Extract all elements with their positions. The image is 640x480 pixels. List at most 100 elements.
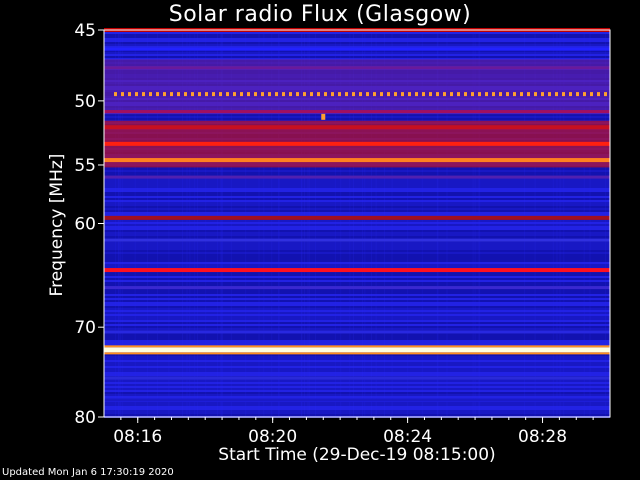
band-dot bbox=[471, 92, 474, 97]
noise-row bbox=[104, 184, 610, 186]
band-dot bbox=[324, 92, 327, 97]
noise-row bbox=[104, 276, 610, 278]
noise-column bbox=[605, 30, 607, 417]
noise-column bbox=[221, 30, 223, 417]
band-dot bbox=[450, 92, 453, 97]
noise-row bbox=[104, 320, 610, 322]
noise-row bbox=[104, 56, 610, 58]
noise-column bbox=[197, 30, 199, 417]
band-dot bbox=[128, 92, 131, 97]
band-dot bbox=[478, 92, 481, 97]
noise-column bbox=[524, 30, 526, 417]
band-dot bbox=[429, 92, 432, 97]
band-glow bbox=[104, 352, 610, 355]
frequency-band bbox=[104, 330, 610, 334]
noise-row bbox=[104, 390, 610, 392]
updated-timestamp: Updated Mon Jan 6 17:30:19 2020 bbox=[2, 467, 174, 478]
band-dot bbox=[233, 92, 236, 97]
noise-row bbox=[104, 272, 610, 274]
noise-row bbox=[104, 278, 610, 280]
noise-column bbox=[220, 30, 222, 417]
band-dot bbox=[177, 92, 180, 97]
noise-row bbox=[104, 54, 610, 56]
noise-row bbox=[104, 192, 610, 194]
band-dot bbox=[142, 92, 145, 97]
noise-row bbox=[104, 174, 610, 176]
noise-row bbox=[104, 308, 610, 310]
noise-row bbox=[104, 314, 610, 316]
band-dot bbox=[268, 92, 271, 97]
band-dot bbox=[212, 92, 215, 97]
band-dot bbox=[541, 92, 544, 97]
noise-row bbox=[104, 372, 610, 374]
band-dot bbox=[303, 92, 306, 97]
band-dot bbox=[583, 92, 586, 97]
noise-row bbox=[104, 232, 610, 234]
noise-row bbox=[104, 406, 610, 408]
band-dot bbox=[352, 92, 355, 97]
noise-row bbox=[104, 338, 610, 340]
x-tick-label: 08:28 bbox=[518, 427, 567, 447]
noise-row bbox=[104, 254, 610, 256]
band-dot bbox=[345, 92, 348, 97]
noise-column bbox=[563, 30, 565, 417]
noise-row bbox=[104, 204, 610, 206]
noise-column bbox=[474, 30, 476, 417]
band-dot bbox=[149, 92, 152, 97]
noise-row bbox=[104, 40, 610, 42]
frequency-band bbox=[104, 47, 610, 51]
noise-row bbox=[104, 312, 610, 314]
noise-row bbox=[104, 360, 610, 362]
noise-row bbox=[104, 252, 610, 254]
frequency-band bbox=[104, 238, 610, 242]
band-dot bbox=[331, 92, 334, 97]
band-dot bbox=[387, 92, 390, 97]
noise-column bbox=[315, 30, 317, 417]
noise-row bbox=[104, 410, 610, 412]
noise-column bbox=[472, 30, 474, 417]
noise-row bbox=[104, 202, 610, 204]
noise-column bbox=[340, 30, 342, 417]
y-tick-label: 80 bbox=[74, 408, 96, 428]
band-dot bbox=[198, 92, 201, 97]
noise-column bbox=[168, 30, 170, 417]
noise-column bbox=[375, 30, 377, 417]
noise-row bbox=[104, 42, 610, 44]
noise-row bbox=[104, 284, 610, 286]
band-dot bbox=[226, 92, 229, 97]
band-dot bbox=[366, 92, 369, 97]
noise-row bbox=[104, 196, 610, 198]
noise-column bbox=[559, 30, 561, 417]
noise-row bbox=[104, 260, 610, 262]
noise-column bbox=[421, 30, 423, 417]
noise-row bbox=[104, 274, 610, 276]
noise-column bbox=[391, 30, 393, 417]
noise-column bbox=[263, 30, 265, 417]
noise-row bbox=[104, 170, 610, 172]
band-dot bbox=[219, 92, 222, 97]
noise-row bbox=[104, 58, 610, 60]
noise-row bbox=[104, 342, 610, 344]
frequency-band bbox=[104, 158, 610, 163]
band-dot bbox=[394, 92, 397, 97]
noise-row bbox=[104, 302, 610, 304]
noise-row bbox=[104, 224, 610, 226]
noise-row bbox=[104, 396, 610, 398]
band-dot bbox=[289, 92, 292, 97]
noise-row bbox=[104, 384, 610, 386]
noise-row bbox=[104, 366, 610, 368]
noise-row bbox=[104, 322, 610, 324]
noise-row bbox=[104, 388, 610, 390]
band-dot bbox=[310, 92, 313, 97]
noise-column bbox=[278, 30, 280, 417]
band-dot bbox=[205, 92, 208, 97]
noise-row bbox=[104, 414, 610, 416]
noise-column bbox=[534, 30, 536, 417]
noise-row bbox=[104, 222, 610, 224]
noise-column bbox=[446, 30, 448, 417]
noise-row bbox=[104, 212, 610, 214]
frequency-band bbox=[104, 215, 610, 220]
frequency-band bbox=[104, 347, 610, 353]
noise-column bbox=[556, 30, 558, 417]
noise-row bbox=[104, 354, 610, 356]
